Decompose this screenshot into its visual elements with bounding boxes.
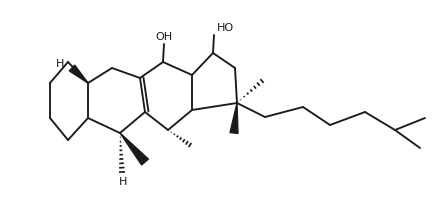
Text: H: H [119,177,127,187]
Polygon shape [69,65,88,83]
Text: HO: HO [216,23,234,33]
Text: OH: OH [156,32,173,42]
Polygon shape [230,103,238,133]
Text: H: H [55,59,64,69]
Polygon shape [120,133,148,165]
